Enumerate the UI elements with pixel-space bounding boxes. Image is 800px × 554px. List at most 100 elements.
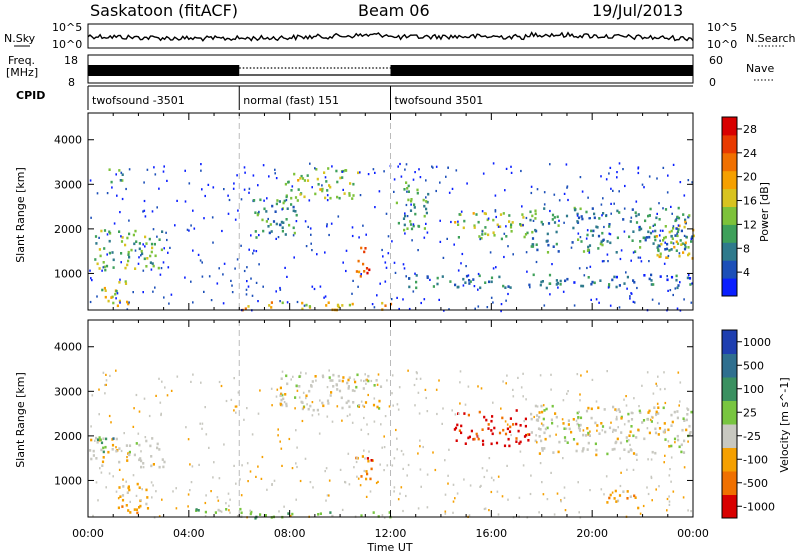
data-cell [323, 296, 325, 299]
data-cell [454, 426, 458, 430]
data-cell [144, 215, 147, 218]
data-cell [115, 369, 117, 372]
data-cell [664, 401, 667, 405]
data-cell [575, 449, 578, 453]
data-cell [136, 482, 139, 486]
data-cell [610, 187, 612, 190]
data-cell [603, 260, 605, 263]
data-cell [499, 225, 502, 228]
data-cell [120, 171, 123, 174]
data-cell [310, 233, 312, 236]
data-cell [540, 422, 543, 425]
data-cell [536, 248, 539, 252]
data-cell [297, 188, 300, 191]
data-cell [629, 295, 631, 298]
data-cell [510, 165, 512, 168]
data-cell [92, 449, 95, 453]
data-cell [394, 271, 397, 274]
data-cell [90, 277, 92, 280]
data-cell [319, 399, 321, 402]
data-cell [301, 301, 304, 305]
data-cell [270, 230, 273, 233]
data-cell [234, 405, 237, 408]
data-cell [231, 284, 233, 287]
data-cell [184, 200, 187, 203]
data-cell [492, 218, 495, 222]
data-cell [483, 415, 486, 419]
data-cell [502, 212, 505, 215]
data-cell [341, 176, 344, 179]
data-cell [192, 209, 194, 212]
data-cell [329, 196, 332, 200]
data-cell [679, 239, 682, 242]
data-cell [156, 442, 159, 446]
data-cell [360, 379, 362, 382]
data-cell [608, 426, 612, 430]
data-cell [587, 245, 590, 249]
data-cell [655, 382, 657, 385]
data-cell [321, 189, 324, 193]
data-cell [523, 420, 525, 423]
data-cell [285, 195, 288, 199]
data-cell [685, 235, 688, 239]
data-cell [218, 477, 221, 480]
data-cell [596, 424, 599, 427]
data-cell [318, 432, 321, 435]
data-cell [597, 247, 600, 250]
data-cell [292, 234, 295, 237]
xtick-label: 04:00 [173, 527, 205, 540]
data-cell [578, 424, 581, 427]
data-cell [683, 419, 686, 422]
data-cell [321, 187, 324, 191]
data-cell [403, 223, 406, 227]
data-cell [366, 271, 369, 275]
data-cell [592, 229, 595, 233]
data-cell [576, 411, 579, 415]
data-cell [581, 217, 584, 221]
data-cell [222, 273, 224, 276]
data-cell [102, 371, 105, 374]
data-cell [468, 435, 471, 439]
data-cell [395, 428, 397, 432]
data-cell [477, 434, 480, 437]
data-cell [490, 276, 494, 280]
data-cell [388, 511, 391, 514]
data-cell [130, 248, 133, 252]
data-cell [474, 307, 476, 310]
data-cell [580, 240, 583, 243]
data-cell [534, 209, 537, 213]
data-cell [563, 496, 566, 499]
data-cell [678, 254, 681, 258]
data-cell [555, 279, 558, 282]
data-cell [102, 456, 105, 459]
data-cell [362, 262, 365, 266]
data-cell [552, 245, 555, 248]
data-cell [555, 283, 558, 286]
data-cell [200, 169, 202, 172]
data-cell [115, 173, 117, 176]
data-cell [384, 261, 387, 264]
data-cell [257, 412, 260, 415]
data-cell [366, 472, 369, 476]
data-cell [666, 256, 669, 259]
data-cell [554, 412, 557, 415]
data-cell [199, 422, 201, 425]
data-cell [324, 176, 327, 179]
data-cell [149, 254, 152, 258]
data-cell [477, 220, 480, 224]
data-cell [498, 431, 502, 435]
data-cell [193, 227, 196, 230]
data-cell [623, 423, 626, 426]
data-cell [605, 475, 608, 478]
colorbar-tick-label: 12 [743, 218, 757, 231]
ytick-label: 1000 [54, 474, 82, 487]
data-cell [151, 262, 154, 265]
data-cell [336, 405, 339, 408]
data-cell [596, 226, 599, 229]
data-cell [458, 429, 461, 432]
data-cell [128, 488, 131, 492]
data-cell [449, 280, 452, 283]
data-cell [551, 218, 554, 221]
data-cell [687, 509, 689, 512]
data-cell [207, 183, 210, 186]
